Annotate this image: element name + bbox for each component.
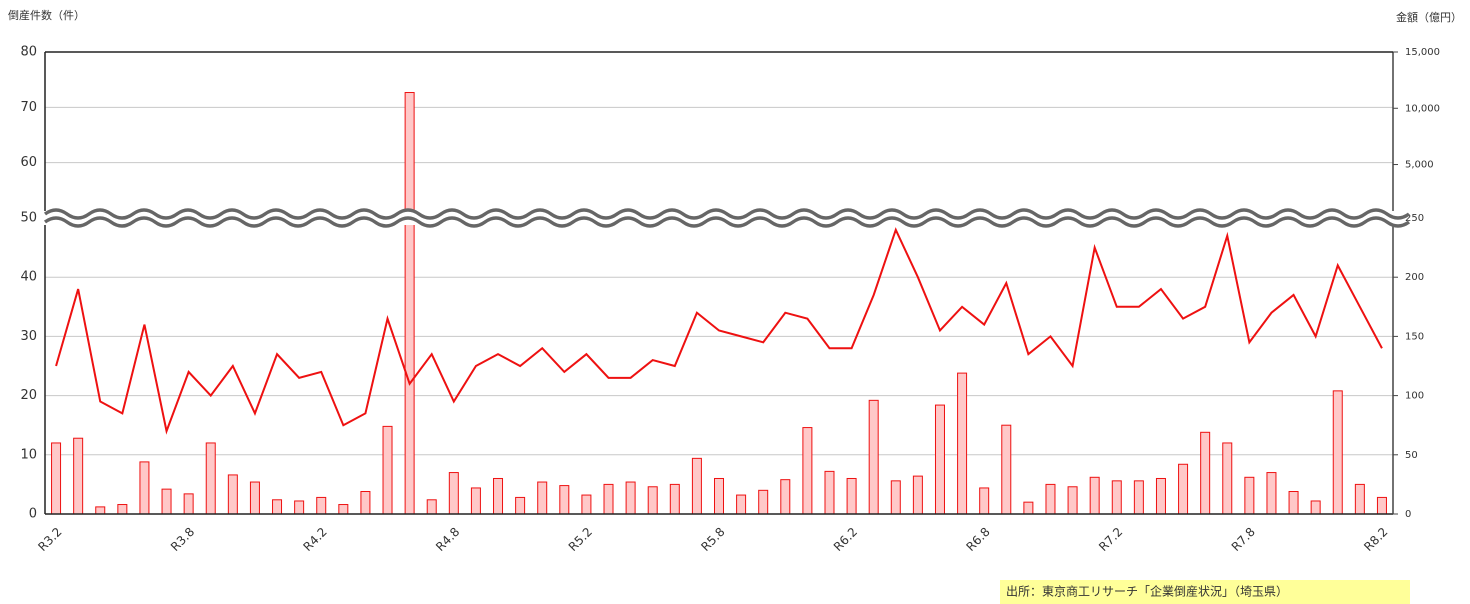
bar — [691, 457, 702, 515]
bar — [51, 442, 62, 515]
bar — [780, 479, 791, 515]
y2-tick-label: 5,000 — [1405, 160, 1434, 171]
y-tick-label: 30 — [20, 329, 37, 344]
y-tick-label: 40 — [20, 270, 37, 285]
bar — [890, 480, 901, 515]
y-tick-label: 0 — [29, 507, 37, 522]
x-tick-label: R4.8 — [433, 525, 462, 554]
y2-tick-label: 100 — [1405, 391, 1424, 402]
bar — [470, 487, 481, 515]
bar — [382, 425, 393, 515]
bar — [227, 474, 238, 515]
bar — [73, 437, 84, 515]
x-tick-label: R6.2 — [831, 525, 860, 554]
bar — [603, 483, 614, 515]
bar — [272, 499, 283, 515]
y2-tick-label: 200 — [1405, 272, 1424, 283]
bar — [1332, 390, 1343, 515]
bar — [537, 481, 548, 515]
x-tick-label: R3.8 — [168, 525, 197, 554]
bar — [1310, 500, 1321, 515]
bar — [139, 461, 150, 515]
bar — [205, 442, 216, 515]
axis-break — [43, 208, 1411, 220]
y-tick-label: 60 — [20, 155, 37, 170]
bar — [1155, 477, 1166, 515]
source-note: 出所：東京商工リサーチ「企業倒産状況」（埼玉県） — [1006, 584, 1288, 599]
bar — [979, 487, 990, 515]
bar — [404, 92, 415, 515]
y2-tick-label: 15,000 — [1405, 47, 1440, 58]
y-tick-label: 80 — [20, 45, 37, 60]
bar — [493, 477, 504, 515]
y-tick-label: 50 — [20, 211, 37, 226]
bar — [1354, 483, 1365, 515]
bar — [1111, 480, 1122, 515]
y2-tick-label: 10,000 — [1405, 103, 1440, 114]
bar — [912, 475, 923, 515]
line — [55, 227, 1383, 435]
y2-tick-label: 250 — [1405, 213, 1424, 224]
bar — [1133, 480, 1144, 515]
bar — [581, 494, 592, 515]
y-tick-label: 10 — [20, 447, 37, 462]
bar — [559, 485, 570, 515]
bar — [1222, 442, 1233, 515]
bar — [1200, 431, 1211, 515]
x-tick-label: R3.2 — [35, 525, 64, 554]
bar — [1288, 491, 1299, 515]
y-axis-title: 倒産件数（件） — [8, 9, 85, 22]
bar — [448, 472, 459, 515]
bar — [934, 404, 945, 515]
bar — [802, 427, 813, 515]
y2-tick-label: 150 — [1405, 331, 1424, 342]
x-tick-label: R6.8 — [963, 525, 992, 554]
x-tick-label: R7.2 — [1096, 525, 1125, 554]
bar — [426, 499, 437, 515]
bar — [957, 372, 968, 515]
bar — [1067, 486, 1078, 515]
bar — [161, 488, 172, 515]
bar — [714, 477, 724, 515]
bar — [758, 489, 769, 515]
bar — [360, 491, 371, 515]
bar — [1023, 501, 1034, 515]
bar — [183, 493, 194, 515]
bar — [117, 504, 128, 515]
bar — [824, 470, 835, 515]
bar — [338, 504, 349, 515]
y-tick-label: 70 — [20, 100, 37, 115]
axis-break — [43, 216, 1411, 228]
y2-axis-title: 金額（億円） — [1396, 10, 1462, 24]
bar — [669, 483, 680, 515]
bar — [647, 486, 658, 515]
x-tick-label: R5.2 — [566, 525, 595, 554]
bar — [1178, 463, 1189, 515]
y2-tick-label: 0 — [1405, 509, 1411, 520]
bar — [294, 500, 305, 515]
bar — [1089, 476, 1100, 515]
x-tick-label: R5.8 — [698, 525, 727, 554]
bar — [1045, 483, 1056, 515]
bar — [1244, 476, 1255, 515]
bar — [846, 477, 857, 515]
bar — [95, 506, 106, 515]
bar — [736, 494, 747, 515]
x-tick-label: R7.8 — [1229, 525, 1258, 554]
x-tick-label: R8.2 — [1361, 525, 1390, 554]
bar — [1266, 472, 1277, 515]
bar — [515, 496, 526, 515]
source-bg — [1000, 580, 1410, 604]
bar — [868, 399, 879, 515]
bar — [316, 496, 327, 515]
bar — [249, 481, 260, 515]
y2-tick-label: 50 — [1405, 450, 1418, 461]
y-tick-label: 20 — [20, 388, 37, 403]
bar — [625, 481, 636, 515]
x-tick-label: R4.2 — [301, 525, 330, 554]
bar — [1376, 496, 1387, 515]
bar — [1001, 424, 1012, 515]
